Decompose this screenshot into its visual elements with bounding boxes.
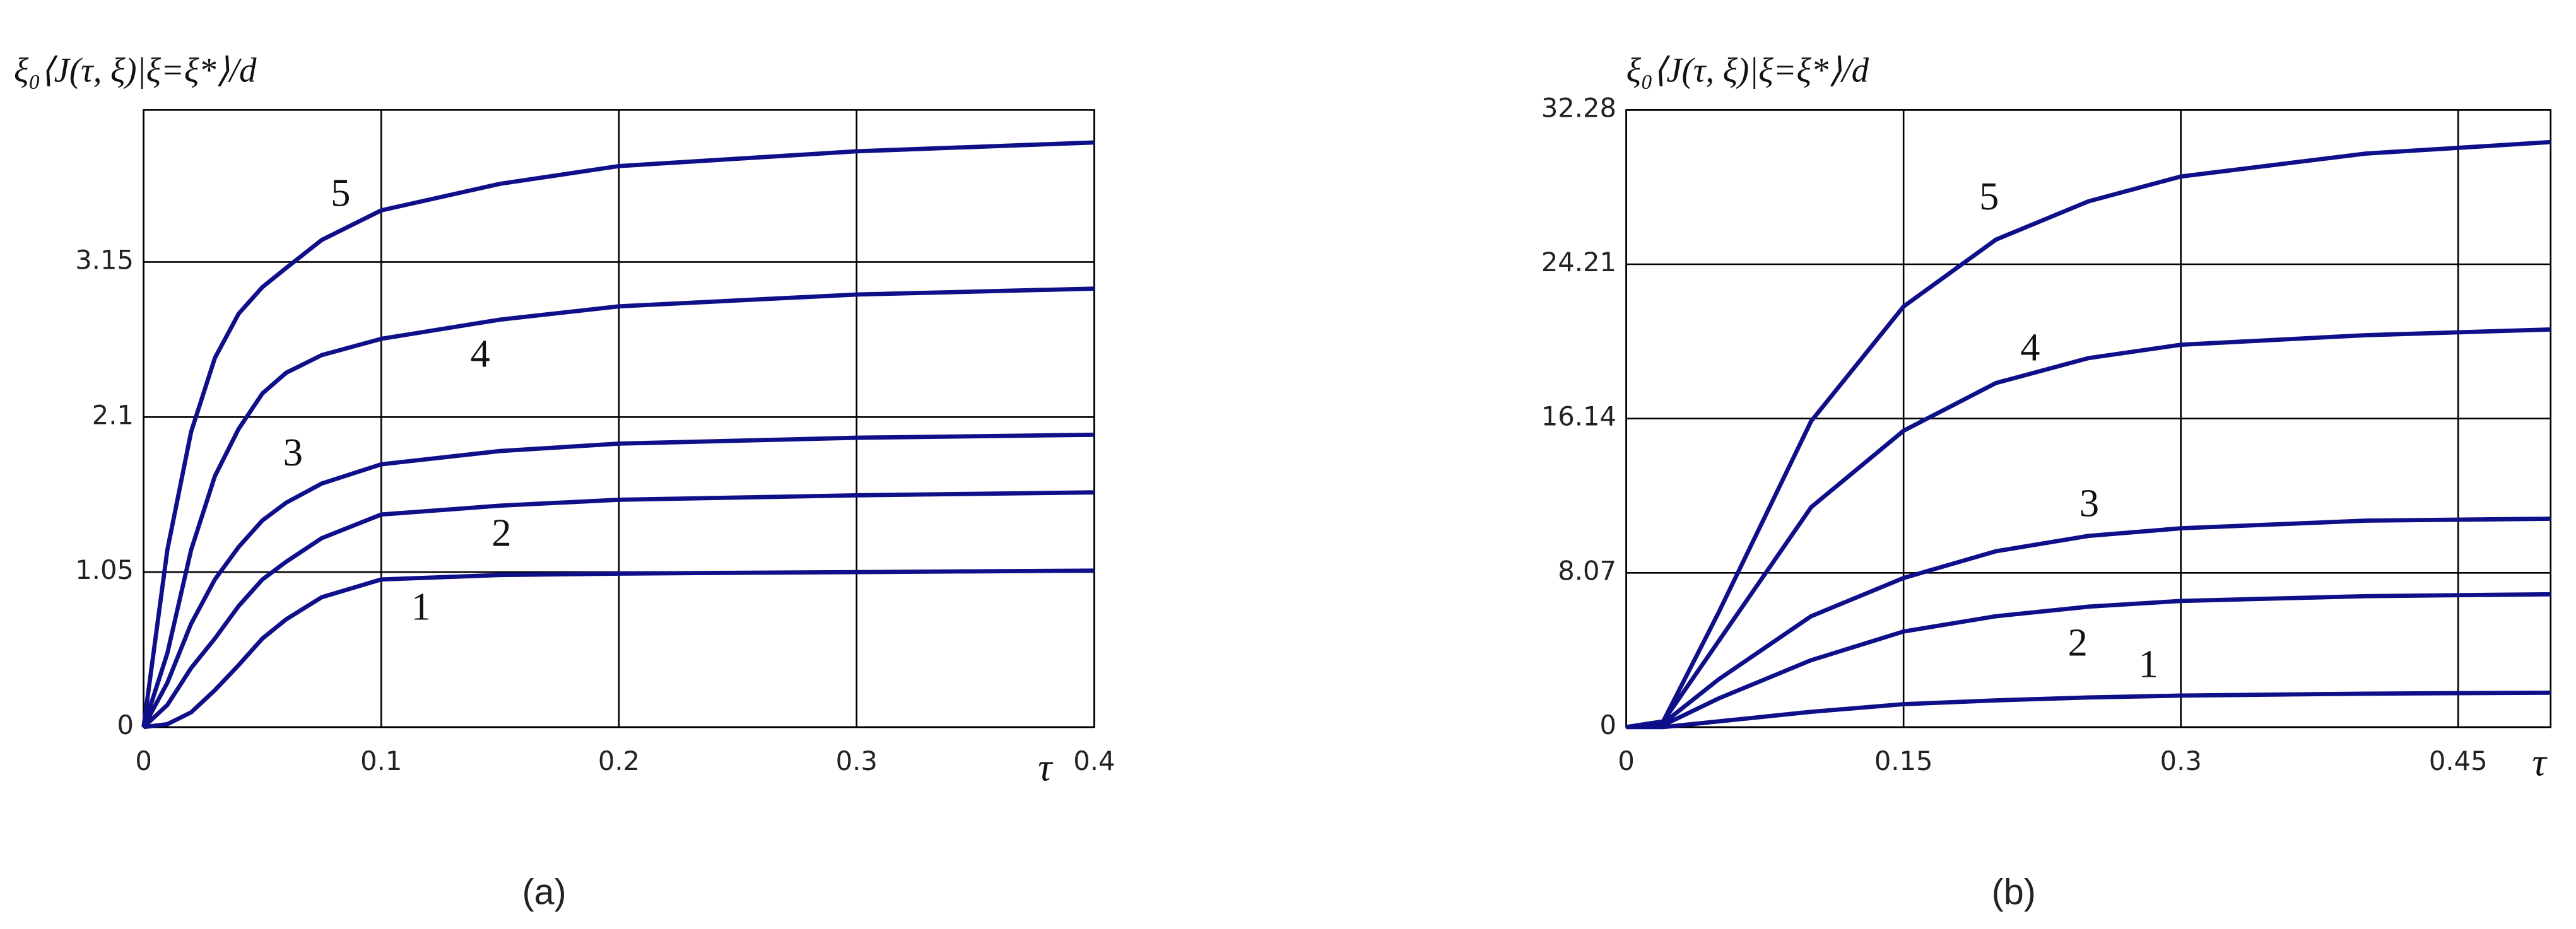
- y-tick-label: 0: [1600, 710, 1616, 740]
- curve-label: 2: [491, 510, 511, 554]
- curve-label: 3: [283, 430, 303, 474]
- curve-label: 3: [2079, 481, 2099, 525]
- curve: [1626, 139, 2551, 730]
- y-tick-label: 3.15: [75, 244, 134, 275]
- y-tick-label: 32.28: [1541, 92, 1616, 123]
- curve: [1626, 592, 2551, 730]
- caption: (b): [1992, 872, 2036, 912]
- y-tick-label: 0: [117, 710, 133, 740]
- curve-label: 4: [2020, 325, 2040, 369]
- curve-label: 2: [2068, 621, 2088, 665]
- curve: [1626, 690, 2551, 730]
- curve-label: 1: [2139, 642, 2158, 686]
- y-tick-label: 2.1: [92, 399, 134, 430]
- caption: (a): [522, 872, 567, 912]
- curve-label: 4: [470, 332, 490, 376]
- y-tick-label: 24.21: [1541, 247, 1616, 278]
- curve-label: 5: [331, 171, 350, 215]
- y-axis-label: ξ₀⟨J(τ, ξ)|ξ=ξ*⟩/d: [1626, 51, 1869, 90]
- x-tick-label: 0.2: [598, 745, 640, 776]
- x-tick-label: 0: [135, 745, 151, 776]
- y-tick-label: 1.05: [75, 554, 134, 585]
- curve: [1626, 327, 2551, 730]
- x-tick-label: 0.1: [360, 745, 402, 776]
- x-axis-label: τ: [1038, 745, 1054, 789]
- x-tick-label: 0: [1618, 745, 1634, 776]
- y-axis-label: ξ₀⟨J(τ, ξ)|ξ=ξ*⟩/d: [14, 51, 257, 90]
- curve: [143, 568, 1095, 730]
- curve: [141, 432, 1095, 728]
- curve: [142, 490, 1095, 729]
- curve: [141, 286, 1095, 728]
- x-axis-label: τ: [2532, 740, 2548, 785]
- y-tick-label: 8.07: [1558, 555, 1616, 586]
- x-tick-label: 0.3: [2160, 745, 2202, 776]
- curve: [1626, 517, 2551, 730]
- x-tick-label: 0.3: [836, 745, 878, 776]
- curve: [141, 140, 1095, 728]
- curve-label: 1: [411, 584, 431, 628]
- x-tick-label: 0.45: [2429, 745, 2488, 776]
- y-tick-label: 16.14: [1541, 401, 1616, 432]
- x-tick-label: 0.15: [1874, 745, 1933, 776]
- x-tick-label: 0.4: [1073, 745, 1115, 776]
- curve-label: 5: [1979, 174, 1999, 218]
